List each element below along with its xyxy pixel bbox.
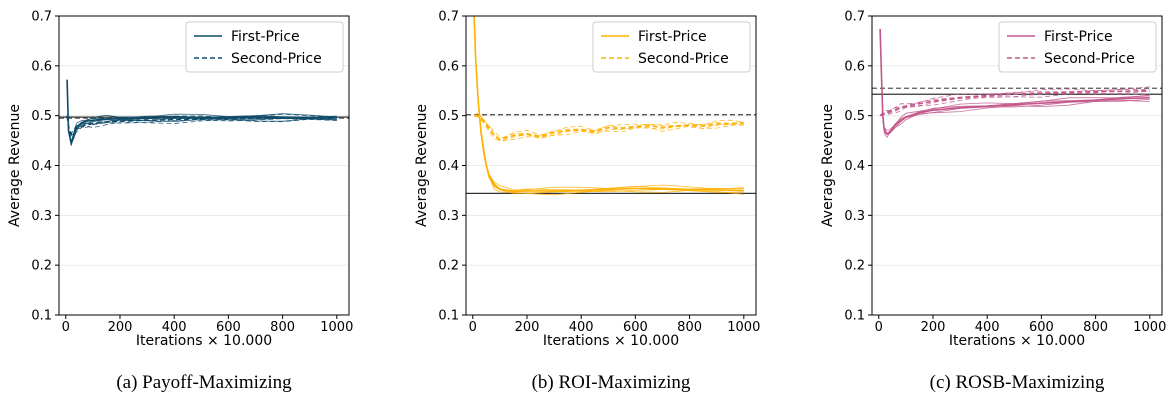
- x-tick-label: 800: [270, 320, 295, 335]
- figure-caption: (b) ROI-Maximizing: [532, 372, 691, 393]
- x-tick-label: 200: [108, 320, 133, 335]
- x-tick-label: 1000: [727, 320, 760, 335]
- y-tick-label: 0.2: [31, 259, 52, 274]
- x-tick-label: 400: [569, 320, 594, 335]
- x-tick-label: 200: [515, 320, 540, 335]
- figure-caption: (c) ROSB-Maximizing: [930, 372, 1105, 393]
- series-line-dashed: [879, 89, 1150, 117]
- series-run-dashed: [879, 86, 1150, 116]
- series-line-dashed: [474, 114, 744, 141]
- y-tick-label: 0.1: [844, 309, 865, 324]
- x-tick-label: 400: [975, 320, 1000, 335]
- y-tick-label: 0.6: [438, 59, 459, 74]
- series-line-dashed: [66, 115, 337, 137]
- series-run-solid: [473, 16, 744, 194]
- y-tick-label: 0.4: [844, 159, 865, 174]
- series-line-solid: [66, 79, 337, 147]
- y-axis-label: Average Revenue: [414, 104, 430, 227]
- series-run-solid: [879, 28, 1150, 139]
- y-tick-label: 0.4: [31, 159, 52, 174]
- series-run-dashed: [879, 90, 1150, 117]
- y-tick-label: 0.3: [438, 209, 459, 224]
- y-tick-label: 0.4: [438, 159, 459, 174]
- x-tick-label: 1000: [320, 320, 353, 335]
- x-tick-label: 400: [162, 320, 187, 335]
- series-run-solid: [66, 79, 337, 146]
- x-axis-label: Iterations × 10.000: [136, 333, 272, 349]
- legend-box: [185, 21, 344, 73]
- figure-caption: (a) Payoff-Maximizing: [116, 372, 292, 393]
- series-run-solid: [66, 79, 337, 144]
- x-tick-label: 0: [469, 320, 477, 335]
- series-run-solid: [879, 28, 1150, 136]
- x-tick-label: 0: [875, 320, 883, 335]
- y-tick-label: 0.3: [31, 209, 52, 224]
- y-tick-label: 0.5: [844, 109, 865, 124]
- y-tick-label: 0.5: [438, 109, 459, 124]
- y-axis-label: Average Revenue: [7, 104, 23, 227]
- y-tick-label: 0.1: [31, 309, 52, 324]
- x-tick-label: 800: [677, 320, 702, 335]
- series-run-dashed: [474, 115, 744, 142]
- x-tick-label: 800: [1083, 320, 1108, 335]
- series-run-dashed: [66, 113, 337, 135]
- series-run-dashed: [66, 115, 337, 135]
- x-tick-label: 600: [1029, 320, 1054, 335]
- legend-label: Second-Price: [1044, 51, 1135, 67]
- series-run-solid: [66, 79, 337, 146]
- legend-label: First-Price: [231, 29, 300, 45]
- series-run-dashed: [474, 114, 744, 140]
- y-tick-label: 0.7: [438, 10, 459, 25]
- legend-label: Second-Price: [638, 51, 729, 67]
- series-run-dashed: [66, 115, 337, 138]
- legend-label: First-Price: [1044, 29, 1113, 45]
- x-tick-label: 0: [62, 320, 70, 335]
- y-tick-label: 0.7: [844, 10, 865, 25]
- x-tick-label: 600: [216, 320, 241, 335]
- y-tick-label: 0.1: [438, 309, 459, 324]
- chart-panel-0: 0.1 0.2 0.3 0.4 0.5 0.6 0.7 0 200 400 600 800 1000 It…: [7, 10, 353, 394]
- legend-box: [998, 21, 1157, 73]
- legend-label: Second-Price: [231, 51, 322, 67]
- legend-box: [592, 21, 751, 73]
- y-tick-label: 0.6: [844, 59, 865, 74]
- y-tick-label: 0.3: [844, 209, 865, 224]
- x-axis-label: Iterations × 10.000: [949, 333, 1085, 349]
- x-tick-label: 1000: [1133, 320, 1166, 335]
- series-run-dashed: [473, 112, 744, 138]
- chart-panel-2: 0.1 0.2 0.3 0.4 0.5 0.6 0.7 0 200 400 600 800 1000 It…: [820, 10, 1166, 394]
- legend-label: First-Price: [638, 29, 707, 45]
- y-tick-label: 0.2: [844, 259, 865, 274]
- y-tick-label: 0.6: [31, 59, 52, 74]
- x-tick-label: 200: [921, 320, 946, 335]
- series-run-solid: [66, 79, 337, 143]
- x-tick-label: 600: [623, 320, 648, 335]
- y-axis-label: Average Revenue: [820, 104, 836, 227]
- y-tick-label: 0.2: [438, 259, 459, 274]
- y-tick-label: 0.7: [31, 10, 52, 25]
- y-tick-label: 0.5: [31, 109, 52, 124]
- chart-panel-1: 0.1 0.2 0.3 0.4 0.5 0.6 0.7 0 200 400 600 800 1000 It…: [414, 10, 760, 394]
- x-axis-label: Iterations × 10.000: [543, 333, 679, 349]
